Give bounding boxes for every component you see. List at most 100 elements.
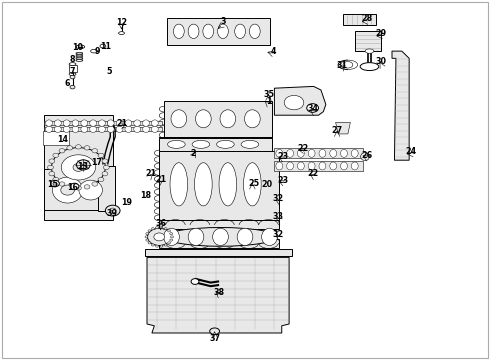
Ellipse shape (192, 140, 210, 148)
Ellipse shape (173, 24, 184, 39)
Text: 22: 22 (307, 169, 318, 178)
Text: 36: 36 (155, 219, 166, 228)
Ellipse shape (217, 140, 234, 148)
Ellipse shape (210, 328, 220, 334)
Ellipse shape (76, 54, 83, 56)
Text: 27: 27 (332, 126, 343, 135)
Polygon shape (159, 239, 279, 248)
Ellipse shape (76, 53, 83, 54)
Ellipse shape (276, 162, 283, 170)
Ellipse shape (92, 149, 98, 153)
Polygon shape (44, 169, 113, 210)
Ellipse shape (76, 60, 83, 61)
Ellipse shape (241, 140, 259, 148)
Ellipse shape (53, 182, 57, 185)
Text: 4: 4 (270, 46, 276, 55)
Ellipse shape (134, 120, 141, 126)
Polygon shape (147, 257, 289, 333)
Ellipse shape (343, 62, 353, 68)
Ellipse shape (98, 177, 104, 182)
Ellipse shape (70, 85, 75, 89)
Polygon shape (145, 249, 292, 256)
Ellipse shape (67, 185, 73, 189)
Ellipse shape (319, 149, 326, 157)
Text: 8: 8 (70, 55, 75, 63)
Text: 30: 30 (376, 57, 387, 66)
Ellipse shape (102, 159, 108, 163)
Ellipse shape (284, 95, 304, 110)
Ellipse shape (102, 172, 108, 176)
Ellipse shape (81, 126, 88, 132)
Ellipse shape (341, 162, 347, 170)
Ellipse shape (160, 226, 163, 229)
Text: 13: 13 (77, 162, 88, 171)
Text: 22: 22 (297, 144, 308, 153)
Ellipse shape (341, 149, 347, 157)
Ellipse shape (361, 153, 369, 161)
Polygon shape (167, 18, 270, 45)
Text: 15: 15 (48, 180, 58, 189)
Ellipse shape (75, 186, 81, 190)
Ellipse shape (72, 120, 79, 126)
Ellipse shape (262, 228, 277, 246)
Ellipse shape (134, 126, 141, 132)
Ellipse shape (75, 145, 81, 149)
Ellipse shape (151, 120, 158, 126)
Ellipse shape (61, 155, 96, 180)
Ellipse shape (125, 126, 132, 132)
Text: 23: 23 (278, 152, 289, 161)
Ellipse shape (54, 126, 61, 132)
Ellipse shape (145, 236, 148, 238)
Ellipse shape (125, 120, 132, 126)
Ellipse shape (244, 163, 261, 206)
Ellipse shape (287, 149, 294, 157)
Ellipse shape (307, 104, 318, 112)
Ellipse shape (92, 182, 98, 186)
Text: 21: 21 (116, 118, 127, 127)
Ellipse shape (154, 233, 165, 241)
Ellipse shape (148, 230, 151, 232)
Ellipse shape (53, 153, 59, 157)
Polygon shape (159, 138, 272, 151)
Polygon shape (392, 51, 409, 160)
Ellipse shape (170, 163, 188, 206)
Text: 10: 10 (72, 43, 83, 52)
Text: 18: 18 (141, 191, 151, 199)
Polygon shape (43, 131, 69, 145)
Polygon shape (44, 127, 162, 131)
Ellipse shape (49, 172, 55, 176)
Text: 11: 11 (100, 41, 111, 50)
Ellipse shape (171, 110, 187, 128)
Text: 29: 29 (376, 29, 387, 37)
Ellipse shape (237, 228, 253, 246)
Ellipse shape (191, 279, 199, 284)
Ellipse shape (330, 162, 337, 170)
Ellipse shape (90, 120, 97, 126)
Ellipse shape (73, 163, 84, 171)
Ellipse shape (170, 239, 172, 241)
Ellipse shape (119, 32, 124, 35)
Text: 28: 28 (361, 14, 372, 23)
Ellipse shape (54, 120, 61, 126)
Ellipse shape (70, 75, 75, 79)
Ellipse shape (84, 146, 90, 150)
Ellipse shape (76, 58, 83, 59)
Ellipse shape (351, 162, 358, 170)
Ellipse shape (319, 162, 326, 170)
Text: 7: 7 (70, 68, 75, 77)
Ellipse shape (164, 228, 167, 230)
Ellipse shape (219, 163, 237, 206)
Polygon shape (343, 14, 376, 25)
Text: 16: 16 (67, 183, 78, 192)
Ellipse shape (49, 159, 55, 163)
Ellipse shape (147, 228, 171, 246)
Ellipse shape (188, 228, 204, 246)
Ellipse shape (148, 242, 151, 244)
Text: 39: 39 (106, 209, 117, 217)
Ellipse shape (188, 24, 199, 39)
Ellipse shape (103, 165, 109, 170)
Ellipse shape (220, 110, 236, 128)
Text: 3: 3 (220, 17, 226, 26)
Ellipse shape (72, 126, 79, 132)
Polygon shape (44, 121, 162, 125)
